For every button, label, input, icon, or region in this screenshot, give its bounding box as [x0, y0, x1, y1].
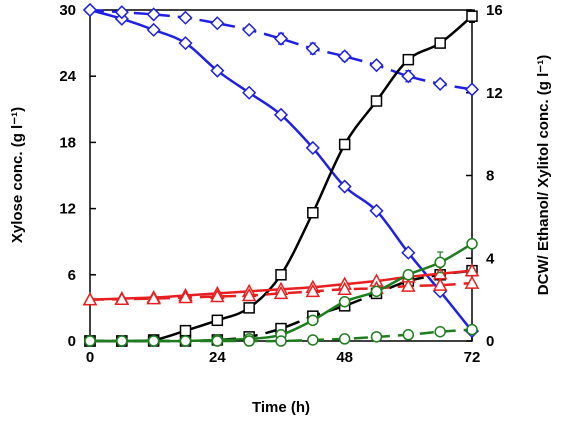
data-point-triangle — [337, 281, 352, 296]
series-5 — [82, 275, 480, 306]
y-left-axis-title: Xylose conc. (g l⁻¹) — [9, 107, 26, 243]
y-right-tick-label: 8 — [486, 168, 494, 185]
data-point-diamond — [401, 69, 416, 84]
data-point-diamond — [146, 22, 161, 37]
y-right-tick-label: 0 — [486, 333, 494, 350]
y-left-tick-label: 30 — [59, 2, 76, 19]
data-point-diamond — [178, 36, 193, 51]
data-point-diamond — [433, 76, 448, 91]
y-right-tick-label: 12 — [486, 85, 503, 102]
data-point-circle — [84, 335, 96, 347]
y-right-axis-title: DCW/ Ethanol/ Xylitol conc. (g l⁻¹) — [535, 55, 552, 295]
data-point-circle — [211, 335, 224, 347]
data-point-triangle — [178, 289, 193, 304]
y-right-tick-label: 16 — [486, 2, 503, 19]
y-left-tick-label: 24 — [59, 68, 76, 85]
data-point-triangle — [273, 285, 289, 300]
data-point-square — [434, 37, 446, 49]
y-left-tick-label: 0 — [68, 333, 76, 350]
data-point-triangle — [432, 277, 448, 291]
data-point-circle — [466, 323, 478, 336]
data-point-diamond — [210, 63, 225, 78]
data-point-triangle — [401, 278, 416, 292]
data-point-diamond — [242, 22, 257, 37]
data-point-diamond — [242, 85, 257, 100]
data-point-diamond — [82, 2, 98, 18]
series-1 — [82, 2, 480, 97]
data-point-square — [211, 314, 224, 327]
data-point-square — [370, 95, 383, 107]
data-point-diamond — [369, 203, 384, 218]
data-point-circle — [370, 331, 383, 343]
data-point-diamond — [337, 49, 352, 64]
data-point-diamond — [305, 41, 320, 56]
data-point-square — [338, 138, 351, 151]
data-point-square — [275, 269, 287, 281]
x-tick-label: 0 — [86, 349, 94, 366]
data-point-diamond — [305, 140, 320, 155]
data-point-square — [402, 53, 415, 66]
data-point-triangle — [146, 291, 161, 305]
data-point-triangle — [241, 287, 257, 302]
data-point-diamond — [114, 5, 129, 20]
data-point-square — [307, 206, 319, 219]
y-left-tick-label: 12 — [59, 201, 76, 218]
data-point-triangle — [82, 292, 98, 306]
data-point-triangle — [210, 288, 225, 303]
data-point-diamond — [273, 107, 289, 122]
data-point-diamond — [464, 82, 480, 97]
data-point-triangle — [305, 283, 321, 298]
data-point-square — [179, 324, 192, 337]
series-line — [89, 8, 473, 91]
data-point-circle — [466, 238, 478, 250]
data-point-circle — [370, 285, 383, 298]
data-point-circle — [307, 314, 319, 327]
x-tick-label: 48 — [336, 349, 353, 366]
data-point-diamond — [178, 10, 193, 25]
data-point-diamond — [146, 7, 161, 22]
data-point-circle — [338, 295, 351, 308]
data-point-circle — [307, 334, 319, 346]
data-point-circle — [402, 329, 415, 341]
y-right-tick-label: 4 — [486, 250, 495, 267]
x-tick-label: 72 — [464, 349, 481, 366]
data-point-triangle — [114, 291, 130, 305]
data-point-square — [466, 10, 478, 22]
data-point-diamond — [337, 179, 352, 194]
data-point-circle — [338, 333, 351, 345]
data-point-circle — [275, 335, 287, 347]
series-layer — [82, 2, 480, 347]
data-point-circle — [243, 335, 255, 347]
data-point-diamond — [369, 58, 384, 73]
data-point-circle — [116, 335, 128, 347]
y-left-tick-label: 6 — [68, 267, 76, 284]
x-tick-label: 24 — [209, 349, 226, 366]
data-point-circle — [402, 269, 415, 281]
data-point-diamond — [273, 31, 289, 46]
data-point-circle — [147, 335, 160, 347]
data-point-triangle — [464, 275, 480, 289]
data-point-diamond — [210, 16, 225, 31]
data-point-square — [243, 302, 255, 314]
data-point-circle — [434, 325, 446, 338]
data-point-circle — [434, 256, 446, 269]
y-left-tick-label: 18 — [59, 134, 76, 151]
data-point-circle — [179, 335, 192, 347]
series-7 — [84, 323, 478, 347]
x-axis-title: Time (h) — [252, 399, 310, 416]
data-point-diamond — [401, 245, 416, 260]
